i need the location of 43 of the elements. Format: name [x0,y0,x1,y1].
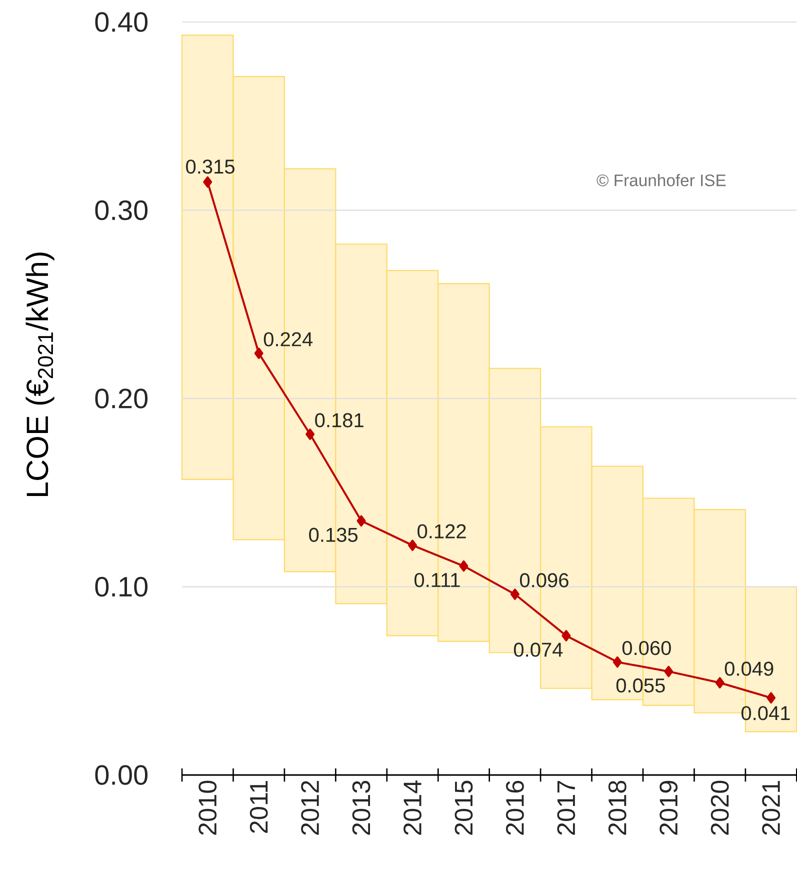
y-axis-title: LCOE (€$_{2021}$/kWh) [26,252,54,496]
x-tick-label: 2019 [660,780,678,835]
data-label: 0.181 [315,413,364,428]
x-tick-label: 2021 [762,780,780,835]
x-tick-label: 2020 [710,780,729,835]
data-label: 0.060 [622,640,671,656]
data-label: 0.315 [186,160,234,174]
x-tick-label: 2012 [301,780,320,835]
data-label: 0.055 [616,678,665,693]
annotation: © Fraunhofer ISE [596,174,726,186]
point [254,348,264,359]
data-label: 0.074 [514,642,563,657]
x-tick-label: 2018 [608,780,626,835]
point [408,540,418,551]
point [664,666,674,678]
x-tick-label: 2010 [198,780,217,835]
x-tick-label: 2013 [352,780,370,835]
y-tick-label: 0.30 [95,200,148,220]
y-tick-label: 0.40 [95,12,148,32]
x-tick-label: 2015 [454,780,473,835]
x-tick-label: 2017 [557,780,576,835]
y-tick-label: 0.00 [95,765,148,785]
point [203,176,212,188]
data-label: 0.135 [309,528,358,542]
point [306,428,315,440]
data-label: 0.111 [414,572,460,588]
y-tick-label: 0.10 [95,576,148,597]
point [510,588,520,600]
point [562,630,571,642]
data-label: 0.049 [724,662,774,676]
y-tick-label: 0.20 [95,388,148,408]
data-label: 0.096 [520,573,568,588]
point [356,515,366,527]
point [459,560,468,572]
x-tick-label: 2016 [506,780,524,835]
point [612,656,622,668]
x-tick-label: 2011 [250,780,268,833]
x-tick-label: 2014 [404,780,422,835]
data-label: 0.224 [264,332,313,346]
point [715,677,724,688]
data-label: 0.122 [418,524,466,538]
data-label: 0.041 [741,706,790,720]
point [766,692,776,704]
